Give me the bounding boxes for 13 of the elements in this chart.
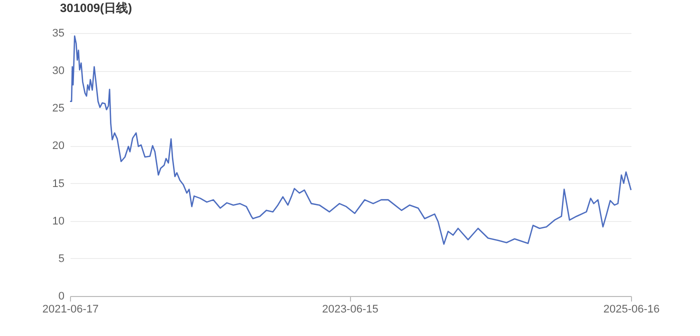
x-tick-label: 2023-06-15 <box>322 304 378 316</box>
y-tick-label: 10 <box>52 215 64 228</box>
y-tick-label: 0 <box>58 290 64 302</box>
chart-title: 301009(日线) <box>60 1 132 15</box>
x-tick-label: 2025-06-16 <box>603 304 660 316</box>
y-tick-label: 30 <box>52 65 64 78</box>
y-tick-label: 35 <box>52 28 64 40</box>
y-tick-label: 5 <box>58 252 64 265</box>
y-tick-label: 20 <box>52 140 64 152</box>
line-series <box>69 35 632 245</box>
x-tick-label: 2021-06-17 <box>42 304 99 316</box>
y-tick-label: 25 <box>52 102 64 115</box>
y-tick-label: 15 <box>52 178 64 190</box>
